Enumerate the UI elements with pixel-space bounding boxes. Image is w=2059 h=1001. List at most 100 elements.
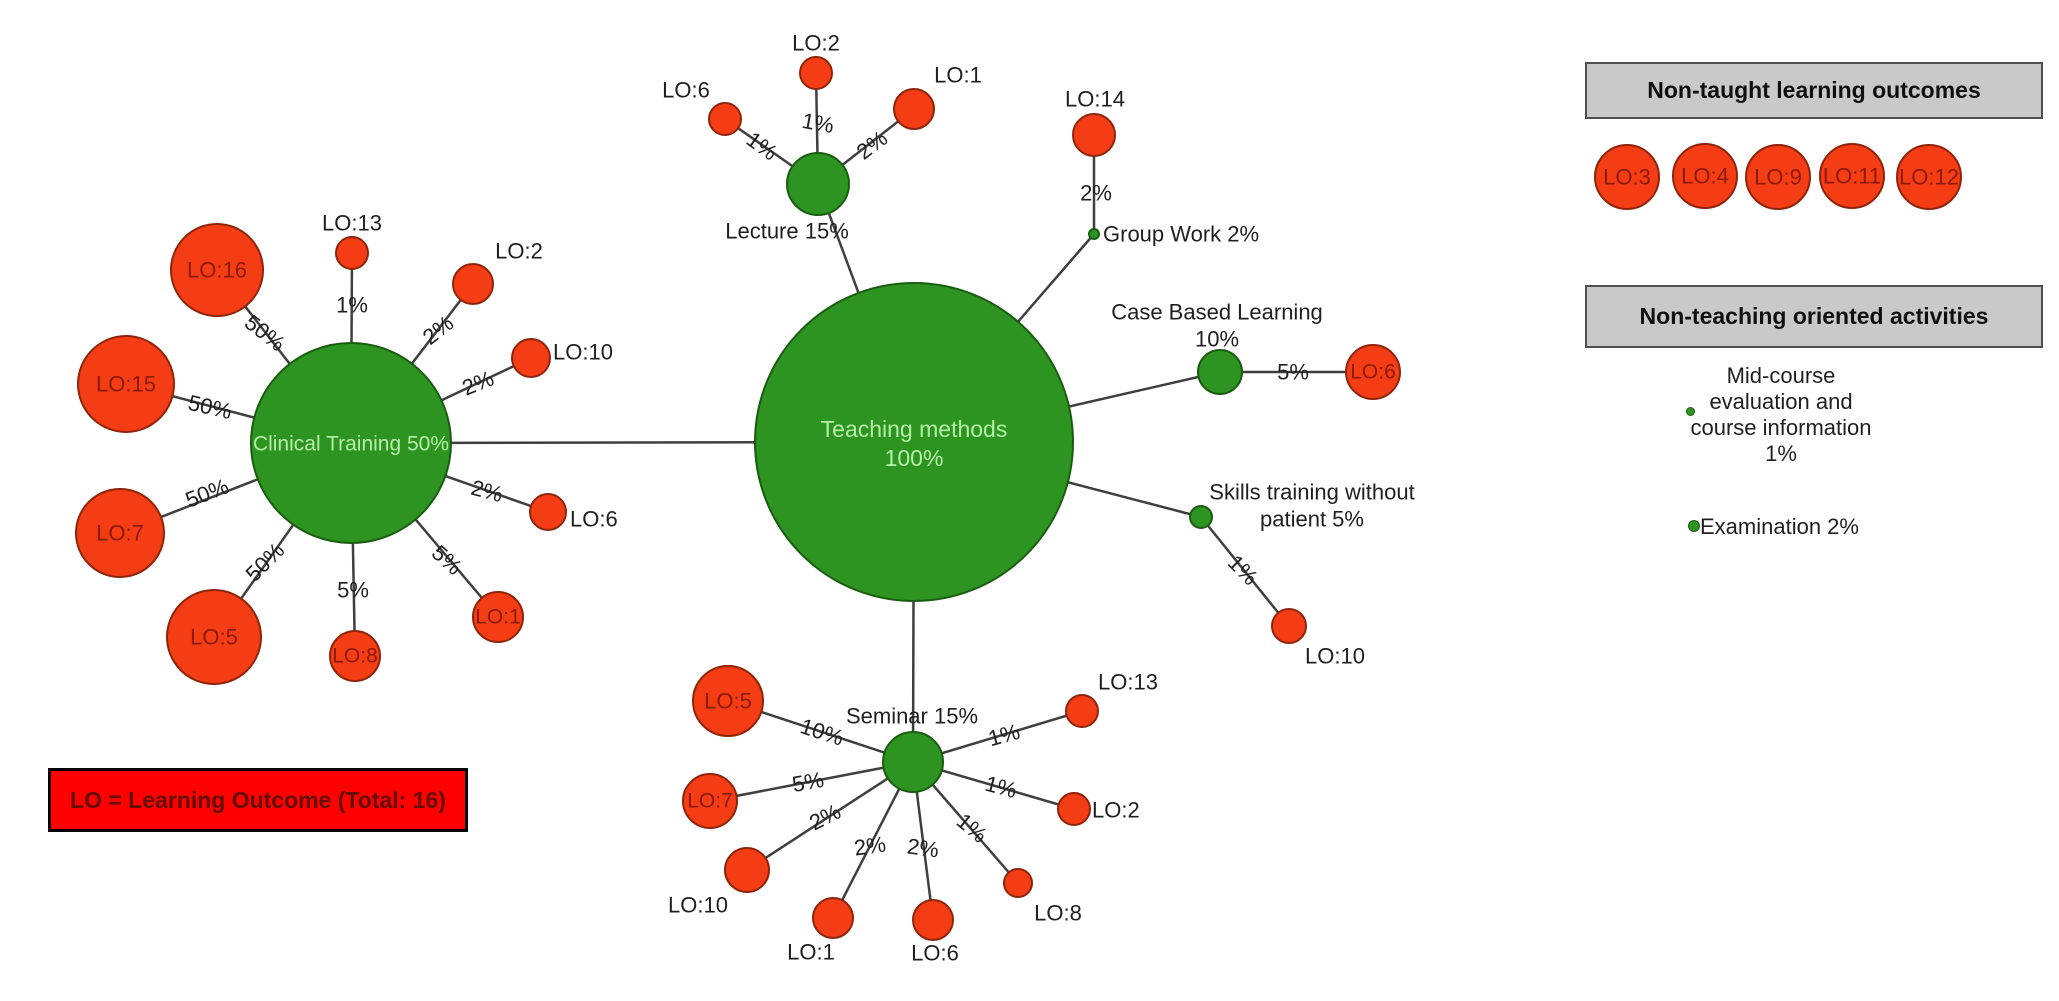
activity-mid-course-line: Mid-course	[1726, 363, 1836, 388]
label-s_lo10: LO:10	[668, 893, 728, 918]
activity-mid-course-line: evaluation and	[1709, 389, 1853, 414]
label-s_lo7: LO:7	[687, 790, 733, 813]
node-c_lo5	[166, 589, 262, 685]
node-c_lo2	[452, 263, 494, 305]
label-skills: patient 5%	[1260, 507, 1364, 532]
label-lo14: LO:14	[1065, 87, 1125, 112]
node-nt_lo11	[1819, 143, 1885, 209]
node-c_lo13	[335, 236, 369, 270]
label-c_lo8: LO:8	[332, 645, 378, 668]
node-s_lo2	[1057, 792, 1091, 826]
labels-layer: Teaching methods 100% Clinical Training 50…	[96, 31, 1959, 966]
label-cb_lo6: LO:6	[1350, 361, 1396, 384]
edge-label-skills-sk_lo10: 1%	[1223, 550, 1263, 590]
node-c_lo7	[75, 488, 165, 578]
label-casebased: Case Based Learning	[1111, 300, 1323, 325]
node-nt_lo9	[1745, 144, 1811, 210]
nodes-layer	[75, 56, 1962, 941]
label-seminar: Seminar 15%	[846, 704, 978, 729]
node-s_lo13	[1065, 694, 1099, 728]
label-s_lo1: LO:1	[787, 940, 835, 965]
activity-mid-course-line: course information	[1690, 415, 1872, 440]
edge-label-clinical-c_lo5: 50%	[241, 538, 290, 587]
edge-label-clinical-c_lo16: 50%	[240, 310, 290, 357]
label-c_lo6: LO:6	[570, 507, 618, 532]
activity-mid-course: Mid-course evaluation and course informa…	[1661, 363, 1901, 467]
edge-label-seminar-s_lo2: 1%	[982, 771, 1019, 803]
label-s_lo5: LO:5	[704, 689, 752, 714]
label-c_lo5: LO:5	[190, 625, 238, 650]
label-teaching: Teaching methods	[821, 416, 1008, 442]
node-l_lo2	[799, 56, 833, 90]
node-seminar	[882, 731, 944, 793]
label-nt_lo12: LO:12	[1899, 165, 1959, 190]
node-c_lo6	[529, 493, 567, 531]
label-skills: Skills training without	[1209, 480, 1414, 505]
node-groupwork	[1088, 228, 1100, 240]
node-c_lo8	[329, 630, 381, 682]
edge-label-clinical-c_lo6: 2%	[468, 475, 505, 507]
label-casebased: 10%	[1195, 327, 1239, 352]
label-c_lo16: LO:16	[187, 258, 247, 283]
label-lecture: Lecture 15%	[725, 219, 849, 244]
edge-label-lecture-l_lo2: 1%	[800, 108, 836, 138]
node-s_lo10	[724, 847, 770, 893]
edge-label-clinical-c_lo8: 5%	[337, 578, 369, 603]
edge-label-lo14-groupwork: 2%	[1080, 181, 1112, 206]
node-nt_lo3	[1594, 144, 1660, 210]
label-clinical: Clinical Training 50%	[253, 433, 449, 456]
label-nt_lo3: LO:3	[1603, 165, 1651, 190]
node-teaching	[754, 282, 1074, 602]
node-clinical	[250, 342, 452, 544]
edge-label-seminar-s_lo7: 5%	[790, 767, 826, 797]
non-teaching-activities-header: Non-teaching oriented activities	[1585, 285, 2043, 348]
node-l_lo1	[893, 88, 935, 130]
node-s_lo5	[692, 665, 764, 737]
node-l_lo6	[708, 102, 742, 136]
label-nt_lo4: LO:4	[1681, 164, 1729, 189]
node-lo14	[1072, 113, 1116, 157]
edge-label-lecture-l_lo6: 1%	[742, 127, 782, 166]
edge-label-casebased-cb_lo6: 5%	[1277, 360, 1309, 385]
edge-label-clinical-c_lo15: 50%	[186, 390, 235, 424]
label-l_lo2: LO:2	[792, 31, 840, 56]
edge-label-seminar-s_lo1: 2%	[853, 831, 888, 860]
edge-label-clinical-c_lo13: 1%	[336, 293, 368, 318]
node-s_lo1	[812, 897, 854, 939]
mid-course-dot-icon	[1686, 407, 1695, 416]
node-casebased	[1197, 349, 1243, 395]
node-s_lo6	[912, 899, 954, 941]
edge-label-clinical-c_lo7: 50%	[182, 473, 232, 512]
label-c_lo10: LO:10	[553, 340, 613, 365]
label-s_lo8: LO:8	[1034, 901, 1082, 926]
examination-dot-icon	[1688, 520, 1700, 532]
node-skills	[1189, 505, 1213, 529]
label-c_lo15: LO:15	[96, 372, 156, 397]
edge-label-seminar-s_lo6: 2%	[906, 833, 941, 862]
label-c_lo1: LO:1	[475, 606, 521, 629]
non-taught-outcomes-header: Non-taught learning outcomes	[1585, 62, 2043, 119]
label-s_lo13: LO:13	[1098, 670, 1158, 695]
label-l_lo6: LO:6	[662, 78, 710, 103]
edge-label-seminar-s_lo5: 10%	[797, 713, 847, 750]
edge-label-clinical-c_lo10: 2%	[459, 365, 498, 400]
node-nt_lo12	[1896, 144, 1962, 210]
node-s_lo7	[682, 773, 738, 829]
node-c_lo1	[472, 591, 524, 643]
label-teaching: 100%	[885, 445, 944, 471]
edge-seminar-s_lo7	[709, 760, 914, 803]
label-s_lo6: LO:6	[911, 941, 959, 966]
label-c_lo13: LO:13	[322, 211, 382, 236]
node-sk_lo10	[1271, 608, 1307, 644]
label-sk_lo10: LO:10	[1305, 644, 1365, 669]
edge-label-clinical-c_lo2: 2%	[418, 310, 458, 349]
node-cb_lo6	[1345, 344, 1401, 400]
node-c_lo10	[511, 338, 551, 378]
label-c_lo2: LO:2	[495, 239, 543, 264]
node-c_lo15	[77, 335, 175, 433]
label-nt_lo11: LO:11	[1823, 164, 1881, 189]
label-nt_lo9: LO:9	[1754, 165, 1802, 190]
label-l_lo1: LO:1	[934, 63, 982, 88]
legend-box: LO = Learning Outcome (Total: 16)	[48, 768, 468, 832]
